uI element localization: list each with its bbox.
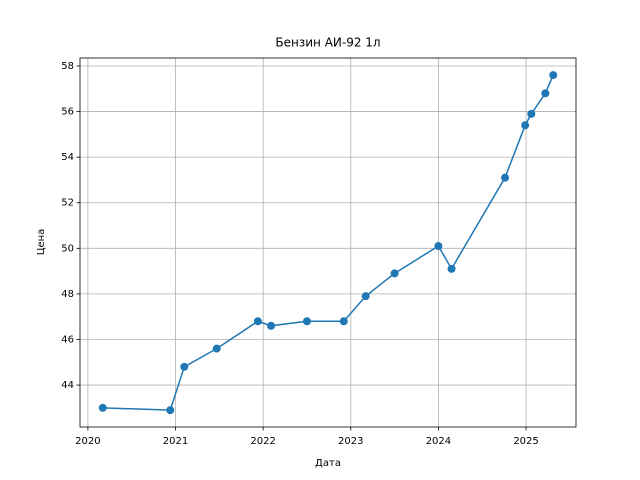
x-tick-label: 2023 <box>338 436 363 447</box>
x-tick-label: 2021 <box>163 436 188 447</box>
point <box>447 264 456 273</box>
point <box>527 109 536 118</box>
x-tick-label: 2025 <box>513 436 538 447</box>
y-tick-label: 52 <box>61 198 74 209</box>
plot-frame <box>79 57 577 428</box>
point <box>302 317 311 326</box>
point <box>541 89 550 98</box>
point <box>253 317 262 326</box>
y-axis-label: Цена <box>36 229 47 256</box>
point <box>267 321 276 330</box>
y-tick-label: 48 <box>61 289 74 300</box>
point <box>549 71 558 80</box>
point <box>180 362 189 371</box>
point <box>390 269 399 278</box>
y-tick-label: 44 <box>61 380 74 391</box>
y-tick-label: 46 <box>61 334 74 345</box>
y-tick-label: 50 <box>61 243 74 254</box>
x-tick-label: 2020 <box>75 436 100 447</box>
chart-title: Бензин АИ-92 1л <box>275 36 380 50</box>
y-tick-label: 54 <box>61 152 74 163</box>
x-axis-label: Дата <box>315 458 341 469</box>
point <box>339 317 348 326</box>
point <box>434 242 443 251</box>
x-tick-label: 2024 <box>426 436 451 447</box>
point <box>212 344 221 353</box>
x-tick-label: 2022 <box>250 436 275 447</box>
point <box>98 403 107 412</box>
point <box>166 406 175 415</box>
y-tick-label: 56 <box>61 107 74 118</box>
point <box>501 173 510 182</box>
point <box>361 292 370 301</box>
point <box>521 121 530 130</box>
y-tick-label: 58 <box>61 61 74 72</box>
